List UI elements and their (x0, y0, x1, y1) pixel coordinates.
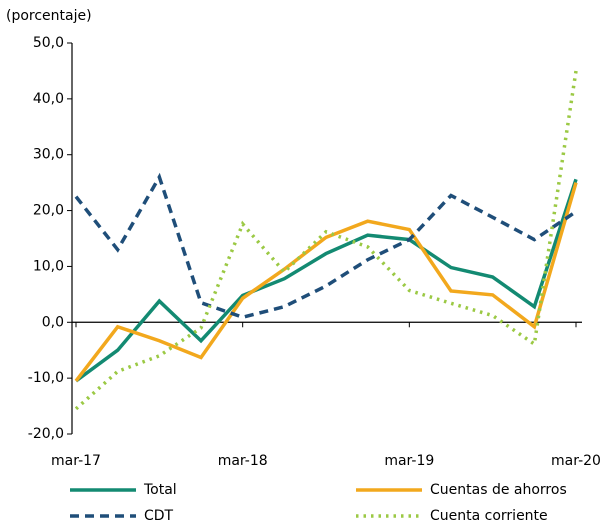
y-tick-label: 10,0 (33, 258, 64, 274)
y-axis-label: (porcentaje) (6, 8, 92, 24)
x-tick-label: mar-20 (551, 453, 601, 469)
y-tick-label: -10,0 (28, 370, 64, 386)
y-tick-label: 0,0 (42, 314, 64, 330)
x-tick-label: mar-17 (51, 453, 101, 469)
y-tick-label: 20,0 (33, 203, 64, 219)
legend-label: Cuentas de ahorros (430, 482, 567, 498)
series-line (74, 172, 577, 320)
series-line (74, 182, 578, 383)
x-tick-label: mar-18 (218, 453, 268, 469)
y-tick-label: -20,0 (28, 426, 64, 442)
y-tick-label: 30,0 (33, 147, 64, 163)
x-tick-label: mar-19 (384, 453, 434, 469)
y-tick-label: 50,0 (33, 35, 64, 51)
series-line (74, 178, 578, 383)
legend-label: CDT (144, 508, 174, 523)
legend-label: Cuenta corriente (430, 508, 548, 523)
y-tick-label: 40,0 (33, 91, 64, 107)
series-line (74, 70, 578, 411)
legend-label: Total (143, 482, 177, 498)
